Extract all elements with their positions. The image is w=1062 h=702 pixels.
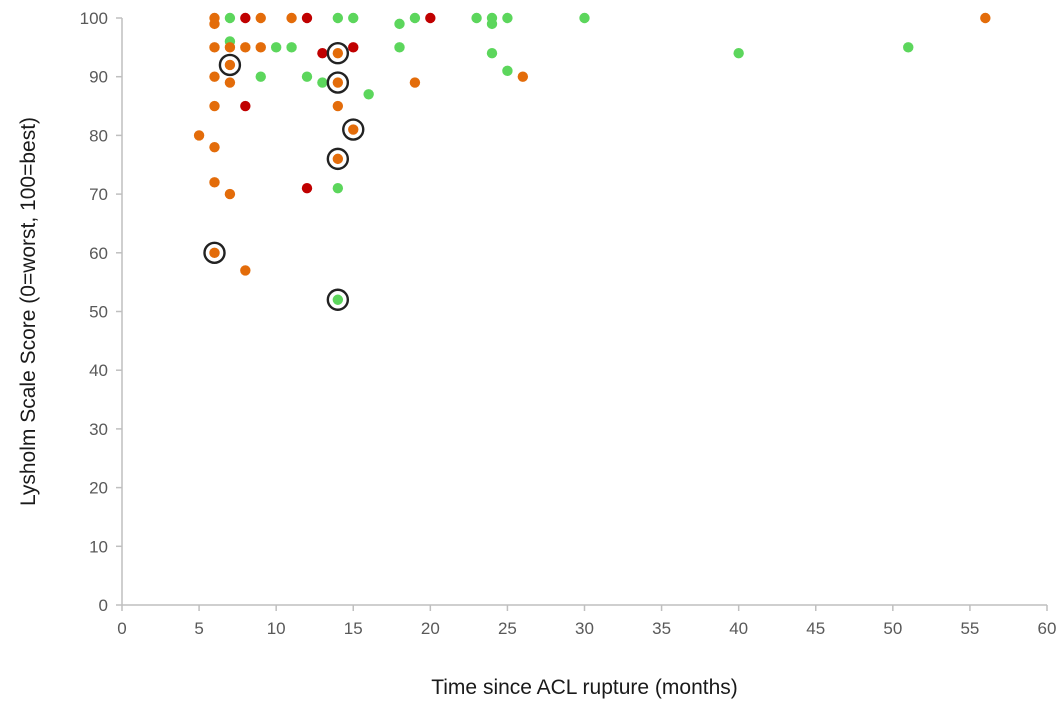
data-point <box>425 12 436 24</box>
x-axis-ticks: 0 5 10 15 20 25 30 35 40 45 50 55 60 <box>117 605 1056 638</box>
data-point <box>332 77 344 88</box>
data-point <box>348 124 359 135</box>
data-point <box>209 100 220 112</box>
data-point <box>980 12 991 24</box>
data-point <box>209 141 220 153</box>
highlight-ring <box>326 42 350 65</box>
highlight-ring <box>218 53 242 77</box>
data-point <box>317 48 328 59</box>
x-tick-label: 35 <box>652 619 671 638</box>
x-tick-label: 30 <box>575 619 594 638</box>
data-point <box>409 12 421 24</box>
x-tick-label: 25 <box>498 619 517 638</box>
data-point <box>332 100 344 112</box>
x-tick-label: 15 <box>344 619 363 638</box>
highlight-rings <box>203 42 365 311</box>
data-point <box>209 177 220 188</box>
y-tick-label: 60 <box>89 244 108 263</box>
x-tick-label: 45 <box>806 619 825 638</box>
data-point <box>209 247 220 258</box>
x-tick-label: 10 <box>267 619 286 638</box>
data-point <box>209 18 220 30</box>
data-point <box>332 12 344 24</box>
data-point <box>486 48 498 59</box>
data-point <box>255 12 266 24</box>
data-point <box>255 42 266 53</box>
x-axis-title: Time since ACL rupture (months) <box>431 676 738 699</box>
data-point <box>394 18 405 30</box>
x-tick-label: 20 <box>421 619 440 638</box>
data-point <box>224 77 236 88</box>
data-point <box>224 59 236 71</box>
data-point <box>332 48 344 59</box>
highlight-ring <box>326 147 350 171</box>
y-tick-label: 40 <box>89 361 108 380</box>
x-tick-label: 5 <box>194 619 203 638</box>
x-tick-label: 55 <box>960 619 979 638</box>
data-point <box>903 42 914 53</box>
data-point <box>240 100 251 112</box>
axes <box>121 18 1047 606</box>
data-point <box>332 294 344 305</box>
data-point <box>193 130 205 141</box>
y-tick-label: 80 <box>89 126 108 145</box>
y-tick-label: 20 <box>89 479 108 498</box>
data-point <box>348 42 359 53</box>
data-point <box>240 42 251 53</box>
data-point <box>579 12 590 24</box>
data-point <box>471 12 482 24</box>
data-point <box>286 42 297 53</box>
data-points <box>193 12 991 305</box>
data-point <box>332 183 344 194</box>
y-tick-label: 30 <box>89 420 108 439</box>
data-point <box>502 12 513 24</box>
data-point <box>240 12 251 24</box>
highlight-ring <box>342 118 365 141</box>
data-point <box>363 89 374 100</box>
highlight-ring <box>326 71 350 94</box>
data-point <box>301 183 313 194</box>
y-tick-label: 70 <box>89 185 108 204</box>
data-point <box>301 12 313 24</box>
data-point <box>394 42 405 53</box>
data-point <box>317 77 328 88</box>
data-point <box>409 77 421 88</box>
data-point <box>224 188 236 200</box>
data-point <box>255 71 266 82</box>
data-point <box>224 12 236 24</box>
y-tick-label: 0 <box>99 596 108 615</box>
data-point <box>332 153 344 165</box>
y-axis-ticks: 0 10 20 30 40 50 60 70 80 90 100 <box>80 9 122 615</box>
data-point <box>733 48 744 59</box>
y-tick-label: 90 <box>89 68 108 87</box>
y-tick-label: 100 <box>80 9 108 28</box>
highlight-ring <box>326 288 350 311</box>
y-axis-title: Lysholm Scale Score (0=worst, 100=best) <box>17 117 40 506</box>
x-tick-label: 40 <box>729 619 748 638</box>
data-point <box>224 42 236 53</box>
y-tick-label: 10 <box>89 537 108 556</box>
y-tick-label: 50 <box>89 303 108 322</box>
data-point <box>209 42 220 53</box>
x-tick-label: 50 <box>883 619 902 638</box>
data-point <box>270 42 282 53</box>
data-point <box>502 65 513 77</box>
highlight-ring <box>203 241 226 265</box>
x-tick-label: 60 <box>1038 619 1057 638</box>
data-point <box>348 12 359 24</box>
data-point <box>209 71 220 82</box>
data-point <box>286 12 297 24</box>
data-point <box>486 18 498 30</box>
data-point <box>240 265 251 276</box>
x-tick-label: 0 <box>117 619 126 638</box>
data-point <box>301 71 313 82</box>
data-point <box>517 71 529 82</box>
